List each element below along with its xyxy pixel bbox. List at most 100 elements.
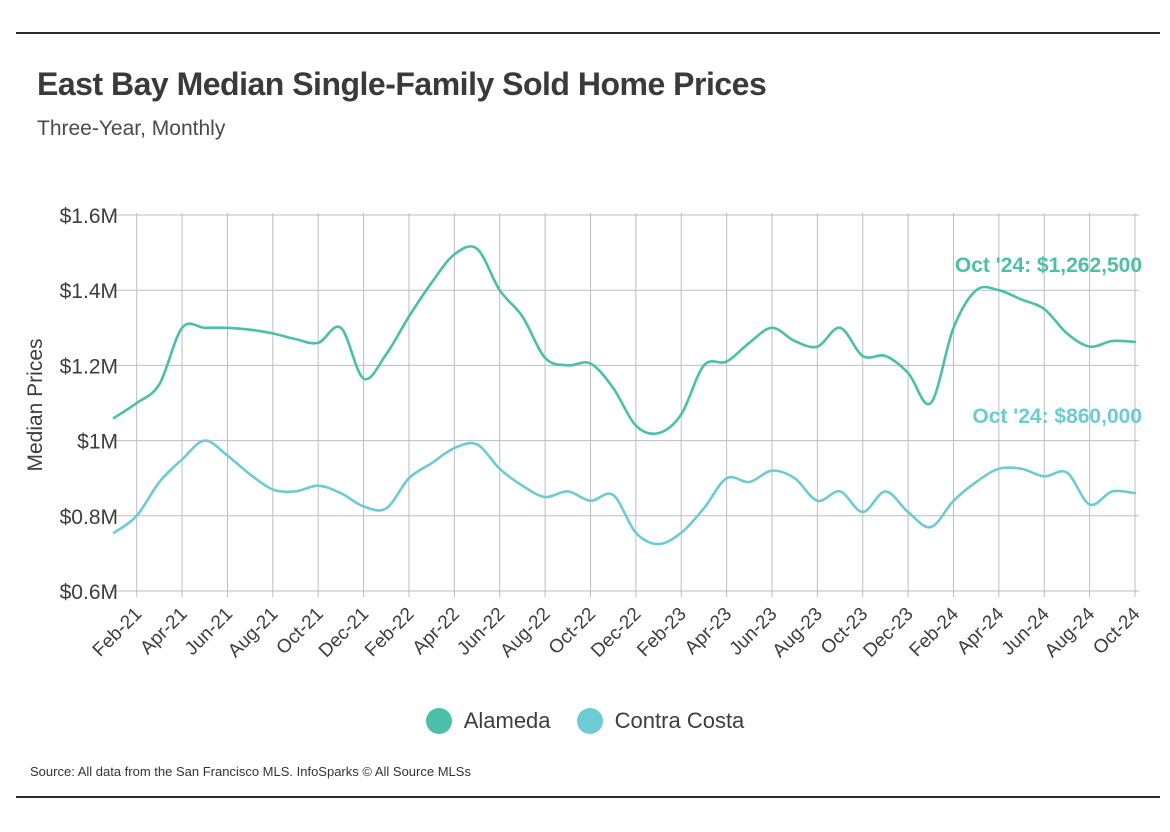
legend-item-alameda[interactable]: Alameda (425, 708, 551, 734)
x-axis: Feb-21Apr-21Jun-21Aug-21Oct-21Dec-21Feb-… (89, 603, 1145, 661)
data-point-alameda (451, 251, 457, 257)
data-point-alameda (497, 287, 503, 293)
data-point-alameda (701, 362, 707, 368)
legend: Alameda Contra Costa (0, 708, 1170, 740)
x-tick-label: Dec-22 (587, 604, 645, 662)
chart-title: East Bay Median Single-Family Sold Home … (37, 66, 767, 102)
data-point-alameda (315, 340, 321, 346)
data-point-contra-costa (519, 483, 525, 489)
data-point-contra-costa (1019, 466, 1025, 472)
data-point-alameda (587, 361, 593, 367)
data-point-contra-costa (1109, 488, 1115, 494)
data-point-contra-costa (1064, 470, 1070, 476)
data-point-alameda (656, 430, 662, 436)
data-point-alameda (814, 344, 820, 350)
data-point-alameda (1109, 338, 1115, 344)
data-point-alameda (905, 370, 911, 376)
data-point-contra-costa (724, 475, 730, 481)
data-point-alameda (270, 330, 276, 336)
legend-label-alameda: Alameda (463, 708, 551, 733)
chart-subtitle: Three-Year, Monthly (37, 117, 226, 140)
x-tick-label: Oct-24 (1089, 603, 1144, 658)
data-point-contra-costa (134, 513, 140, 519)
x-tick-label: Feb-23 (633, 604, 690, 661)
data-point-contra-costa (587, 498, 593, 504)
data-point-alameda (1041, 306, 1047, 312)
data-point-alameda (837, 325, 843, 331)
series-lines (111, 245, 1138, 547)
data-point-alameda (746, 340, 752, 346)
data-point-contra-costa (746, 479, 752, 485)
data-point-contra-costa (996, 466, 1002, 472)
x-tick-label: Aug-23 (769, 604, 827, 662)
data-point-alameda (610, 385, 616, 391)
x-tick-label: Feb-24 (906, 603, 964, 661)
bottom-rule (16, 796, 1160, 798)
data-point-alameda (882, 353, 888, 359)
x-tick-label: Aug-21 (224, 604, 282, 662)
x-tick-label: Feb-22 (361, 604, 418, 661)
legend-swatch-contra-costa (576, 708, 603, 734)
data-point-contra-costa (1041, 473, 1047, 479)
data-point-alameda (678, 411, 684, 417)
data-point-contra-costa (882, 488, 888, 494)
data-point-contra-costa (814, 498, 820, 504)
data-point-contra-costa (315, 483, 321, 489)
data-point-alameda (1064, 330, 1070, 336)
data-point-alameda (202, 325, 208, 331)
data-point-alameda (111, 415, 117, 421)
data-point-contra-costa (111, 530, 117, 536)
data-point-alameda (1019, 297, 1025, 303)
data-point-alameda (474, 246, 480, 252)
data-point-contra-costa (474, 441, 480, 447)
data-point-alameda (338, 325, 344, 331)
data-point-alameda (293, 336, 299, 342)
data-point-contra-costa (179, 456, 185, 462)
data-point-contra-costa (565, 488, 571, 494)
data-point-contra-costa (837, 488, 843, 494)
data-point-contra-costa (224, 453, 230, 459)
data-point-alameda (542, 355, 548, 361)
data-point-alameda (996, 287, 1002, 293)
legend-item-contra-costa[interactable]: Contra Costa (576, 708, 744, 734)
data-point-contra-costa (429, 460, 435, 466)
data-point-alameda (224, 325, 230, 331)
data-point-contra-costa (270, 486, 276, 492)
data-point-contra-costa (610, 492, 616, 498)
data-point-contra-costa (678, 530, 684, 536)
data-point-contra-costa (973, 479, 979, 485)
data-point-alameda (519, 314, 525, 320)
x-tick-label: Aug-22 (496, 604, 554, 662)
source-note: Source: All data from the San Francisco … (30, 764, 471, 779)
data-point-contra-costa (656, 541, 662, 547)
data-point-alameda (792, 338, 798, 344)
data-point-alameda (633, 423, 639, 429)
top-rule (16, 32, 1160, 34)
annotations: Oct '24: $1,262,500 Oct '24: $860,000 (955, 254, 1142, 428)
data-point-alameda (565, 362, 571, 368)
x-tick-label: Apr-21 (136, 604, 191, 659)
x-tick-label: Dec-23 (859, 604, 917, 662)
data-point-contra-costa (542, 494, 548, 500)
data-point-alameda (361, 376, 367, 382)
data-point-alameda (950, 325, 956, 331)
data-point-alameda (860, 353, 866, 359)
data-point-contra-costa (1132, 490, 1138, 496)
data-point-alameda (973, 287, 979, 293)
legend-swatch-alameda (425, 708, 452, 734)
series-line-contra-costa (112, 439, 1137, 546)
line-chart: $0.6M $0.8M $1M $1.2M $1.4M $1.6M Median Price… (24, 205, 1145, 662)
y-tick-label: $1.6M (60, 205, 118, 228)
data-point-contra-costa (156, 479, 162, 485)
data-point-contra-costa (950, 498, 956, 504)
x-tick-label: Dec-21 (315, 604, 373, 662)
x-tick-label: Apr-23 (681, 604, 736, 659)
y-tick-label: $0.6M (60, 581, 118, 604)
data-point-alameda (156, 381, 162, 387)
x-tick-label: Apr-24 (953, 603, 1008, 658)
x-tick-label: Aug-24 (1041, 603, 1099, 661)
data-point-alameda (383, 351, 389, 357)
data-point-alameda (134, 400, 140, 406)
data-point-alameda (1132, 339, 1138, 345)
x-tick-label: Apr-22 (409, 604, 464, 659)
